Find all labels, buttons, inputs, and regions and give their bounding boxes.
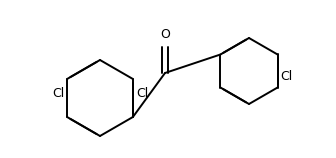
Text: O: O — [160, 28, 170, 41]
Text: Cl: Cl — [52, 87, 64, 100]
Text: Cl: Cl — [136, 87, 148, 100]
Text: Cl: Cl — [281, 70, 293, 83]
